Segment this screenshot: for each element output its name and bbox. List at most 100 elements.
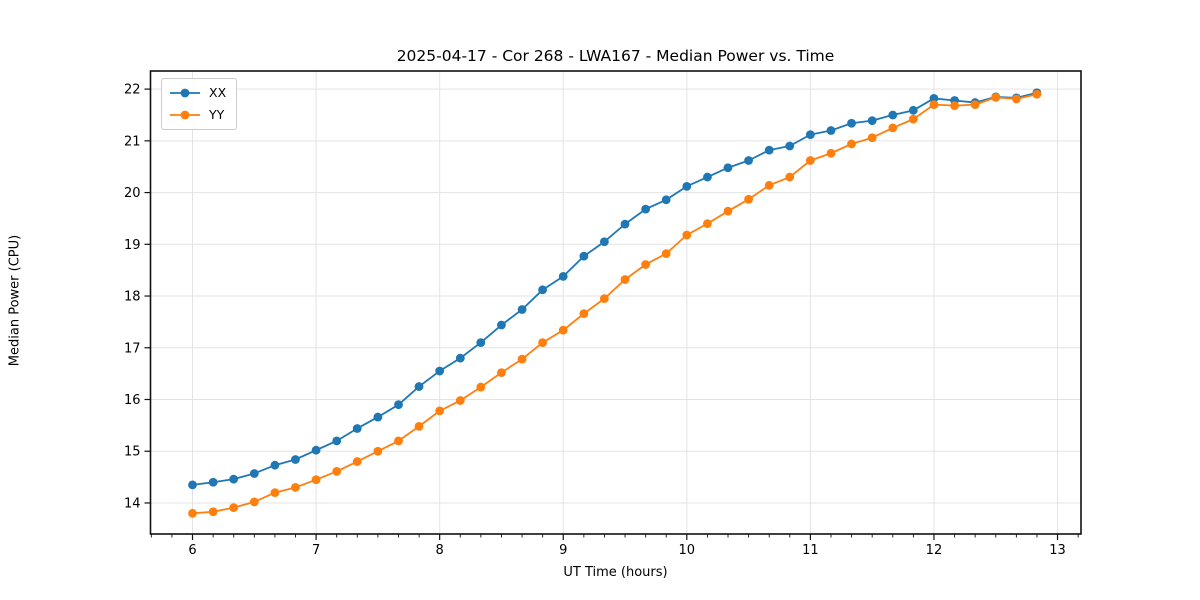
data-point-yy — [847, 139, 856, 149]
data-point-xx — [455, 353, 465, 363]
data-point-yy — [538, 338, 547, 347]
data-point-yy — [805, 156, 815, 165]
legend-line-sample-yy — [170, 110, 200, 120]
x-axis-label: UT Time (hours) — [563, 565, 668, 580]
data-point-yy — [332, 467, 342, 476]
data-point-xx — [373, 412, 383, 422]
data-point-yy — [414, 421, 424, 431]
data-point-xx — [826, 126, 836, 135]
data-point-yy — [311, 475, 321, 485]
data-point-xx — [538, 285, 547, 295]
x-tick-label: 7 — [312, 543, 320, 558]
data-point-yy — [249, 497, 259, 507]
data-point-yy — [826, 148, 836, 158]
data-point-yy — [929, 100, 939, 110]
y-tick-label: 16 — [124, 393, 141, 408]
data-point-yy — [455, 396, 465, 405]
legend-label-yy: YY — [209, 107, 225, 122]
data-point-yy — [188, 508, 197, 518]
data-point-yy — [517, 354, 527, 364]
data-point-yy — [641, 260, 651, 269]
x-tick-label: 6 — [188, 543, 196, 558]
data-point-yy — [950, 101, 959, 111]
data-point-yy — [229, 503, 239, 513]
data-point-xx — [908, 105, 918, 115]
data-point-xx — [497, 320, 506, 330]
data-point-yy — [744, 194, 753, 204]
data-point-yy — [394, 436, 403, 446]
data-point-xx — [703, 172, 712, 182]
data-point-xx — [208, 477, 218, 487]
data-point-xx — [229, 474, 239, 484]
data-point-xx — [682, 181, 692, 191]
data-point-yy — [497, 368, 506, 377]
data-point-yy — [579, 309, 589, 319]
data-point-xx — [744, 156, 753, 165]
y-tick-label: 15 — [124, 445, 141, 460]
data-point-yy — [352, 457, 362, 466]
data-point-yy — [599, 294, 609, 304]
data-point-xx — [332, 436, 342, 446]
data-point-xx — [394, 400, 403, 410]
x-tick-label: 9 — [559, 543, 567, 558]
data-point-xx — [270, 460, 280, 470]
data-point-xx — [599, 237, 609, 247]
data-point-yy — [1011, 94, 1021, 104]
data-point-xx — [847, 118, 856, 128]
y-tick-label: 17 — [124, 341, 141, 356]
chart-title: 2025-04-17 - Cor 268 - LWA167 - Median P… — [396, 47, 835, 65]
legend: XX YY — [161, 78, 238, 130]
data-point-yy — [620, 275, 630, 284]
legend-entry-xx: XX — [170, 83, 226, 103]
y-tick-label: 20 — [124, 186, 141, 201]
data-point-yy — [291, 483, 300, 492]
data-point-yy — [970, 100, 980, 110]
data-point-xx — [579, 251, 589, 261]
legend-label-xx: XX — [209, 85, 227, 100]
x-tick-label: 11 — [802, 543, 819, 558]
data-point-xx — [805, 130, 815, 140]
data-point-xx — [311, 445, 321, 455]
data-point-xx — [291, 455, 300, 464]
data-point-xx — [929, 94, 939, 103]
data-point-yy — [476, 382, 486, 392]
data-point-yy — [908, 114, 918, 124]
data-point-yy — [270, 488, 280, 498]
data-point-yy — [785, 172, 795, 182]
data-point-yy — [208, 507, 218, 517]
y-tick-label: 21 — [124, 134, 141, 149]
data-point-yy — [373, 446, 383, 456]
legend-line-sample-xx — [170, 88, 200, 98]
data-point-yy — [703, 219, 712, 229]
data-point-yy — [888, 123, 898, 133]
data-point-xx — [476, 338, 486, 347]
data-point-yy — [1032, 89, 1042, 99]
legend-entry-yy: YY — [170, 105, 226, 125]
y-tick-label: 18 — [124, 290, 141, 305]
y-axis-label: Median Power (CPU) — [7, 234, 23, 367]
data-point-xx — [764, 145, 774, 155]
y-tick-label: 22 — [124, 83, 141, 98]
x-tick-label: 10 — [679, 543, 696, 558]
data-point-yy — [764, 180, 774, 190]
data-point-xx — [641, 204, 651, 214]
data-point-xx — [661, 195, 671, 205]
y-tick-label: 19 — [124, 238, 141, 253]
data-point-xx — [888, 110, 898, 120]
data-point-xx — [188, 480, 197, 490]
data-point-xx — [352, 424, 362, 433]
x-tick-label: 12 — [926, 543, 943, 558]
data-point-yy — [723, 206, 733, 216]
data-point-xx — [249, 469, 259, 478]
x-tick-label: 13 — [1049, 543, 1066, 558]
data-point-xx — [435, 366, 445, 376]
data-point-xx — [620, 219, 630, 229]
data-point-yy — [991, 92, 1001, 102]
data-point-xx — [517, 305, 527, 314]
data-point-yy — [661, 249, 671, 259]
plot-border — [149, 70, 1082, 535]
data-point-xx — [558, 271, 568, 281]
data-point-yy — [682, 230, 692, 240]
